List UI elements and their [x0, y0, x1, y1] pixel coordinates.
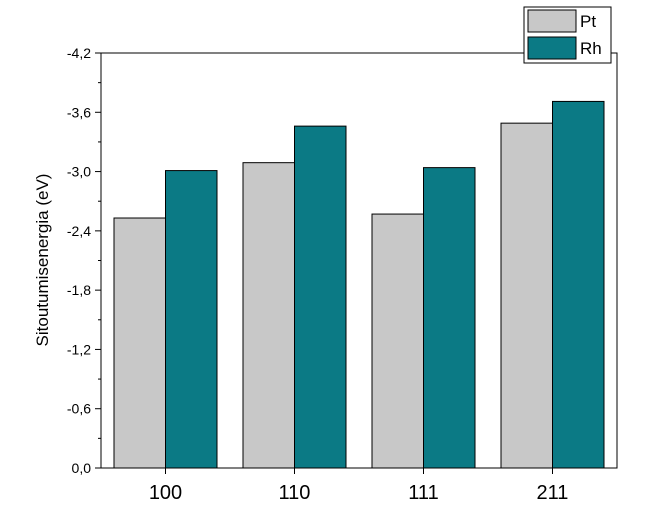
bar-pt-110 [242, 162, 295, 469]
bar-rh-211 [552, 100, 605, 469]
legend-label-pt: Pt [580, 12, 596, 31]
bar-rh-110 [294, 125, 347, 469]
plot-frame [100, 52, 618, 469]
legend-label-rh: Rh [580, 39, 602, 58]
bars-group [113, 100, 605, 469]
bar-pt-111 [371, 213, 424, 469]
y-tick-label: -1,2 [67, 341, 91, 357]
legend-swatch-pt [527, 9, 577, 33]
y-tick-label: -4,2 [67, 45, 91, 61]
legend: Pt Rh [523, 6, 612, 64]
y-tick-label: -3,0 [67, 164, 91, 180]
y-axis-title: Sitoutumisenergia (eV) [33, 174, 52, 347]
y-axis-ticks: 0,0 -0,6 -1,2 -1,8 -2,4 -3,0 -3,6 -4,2 [67, 45, 101, 476]
bar-rh-100 [165, 170, 218, 469]
x-tick-label: 211 [537, 482, 569, 504]
x-tick-label: 110 [279, 482, 311, 504]
bar-pt-211 [500, 122, 553, 469]
bar-pt-100 [113, 217, 166, 469]
y-tick-label: -0,6 [67, 401, 91, 417]
y-tick-label: 0,0 [72, 460, 92, 476]
bar-rh-111 [423, 167, 476, 469]
x-tick-label: 100 [149, 482, 182, 504]
legend-swatch-rh [527, 36, 577, 60]
x-axis-ticks: 100 110 111 211 [149, 468, 569, 504]
y-tick-label: -1,8 [67, 282, 91, 298]
y-tick-label: -2,4 [67, 223, 91, 239]
x-tick-label: 111 [408, 482, 438, 504]
y-tick-label: -3,6 [67, 104, 91, 120]
